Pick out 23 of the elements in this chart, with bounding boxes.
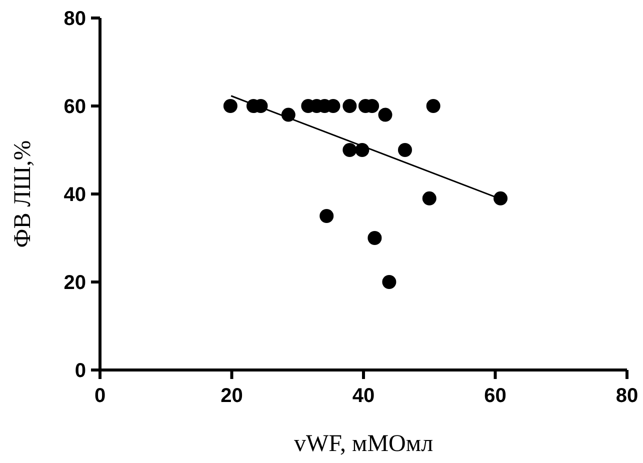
point xyxy=(398,143,412,157)
point xyxy=(494,191,508,206)
point xyxy=(378,108,392,122)
y-tick-label: 40 xyxy=(64,184,86,206)
y-tick-label: 80 xyxy=(64,8,86,30)
point xyxy=(342,99,357,113)
y-tick-label: 60 xyxy=(64,96,86,118)
y-axis-title: ФВ ЛШ,% xyxy=(10,140,36,248)
x-tick-label: 0 xyxy=(94,385,106,407)
point xyxy=(320,209,334,223)
point xyxy=(426,99,440,113)
point xyxy=(223,99,238,113)
point xyxy=(382,275,396,289)
x-tick-label: 60 xyxy=(484,385,506,407)
x-tick-label: 20 xyxy=(220,385,243,407)
x-tick-label: 80 xyxy=(616,385,638,407)
x-axis-title: vWF, мМОмл xyxy=(294,431,434,457)
y-tick-label: 0 xyxy=(74,360,86,382)
x-tick-label: 40 xyxy=(352,385,375,407)
y-tick-label: 20 xyxy=(64,272,86,294)
point xyxy=(368,231,382,245)
point xyxy=(422,191,436,206)
point xyxy=(342,143,357,157)
